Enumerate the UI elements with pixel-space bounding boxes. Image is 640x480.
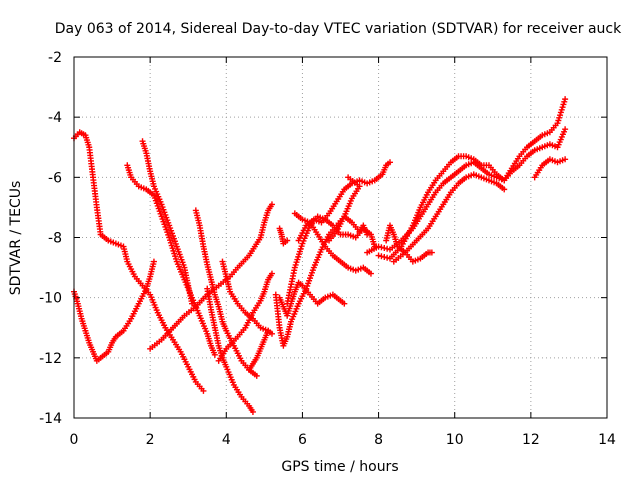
series-pass-17: [326, 174, 363, 244]
chart-title: Day 063 of 2014, Sidereal Day-to-day VTE…: [55, 21, 622, 37]
data-point: [562, 156, 569, 163]
data-point: [562, 96, 569, 103]
data-point: [249, 408, 256, 415]
data-point: [384, 245, 391, 252]
y-tick-label: -8: [48, 231, 62, 247]
series-pass-18: [383, 222, 435, 265]
series-pass-13: [272, 213, 371, 349]
data-point: [375, 252, 382, 259]
series-pass-08: [215, 270, 275, 364]
series-pass-15: [291, 210, 374, 277]
data-point: [200, 387, 207, 394]
plot-frame: [73, 56, 608, 419]
data-point: [367, 270, 374, 277]
data-point: [381, 254, 388, 261]
x-tick-label: 2: [146, 432, 155, 448]
data-point: [268, 330, 275, 337]
grid-lines: [74, 57, 607, 418]
y-tick-labels: -14 -12 -10 -8 -6 -4 -2: [39, 50, 62, 427]
series-pass-21: [390, 171, 508, 265]
y-axis-label: SDTVAR / TECUs: [8, 181, 24, 296]
series-pass-07: [204, 285, 256, 415]
data-point: [386, 159, 393, 166]
y-tick-label: -14: [39, 411, 62, 427]
series-pass-19: [364, 96, 569, 256]
data-point: [345, 174, 352, 181]
data-point: [501, 186, 508, 193]
data-markers: [71, 96, 569, 415]
series-pass-03: [139, 138, 196, 307]
data-point: [284, 237, 291, 244]
series-pass-10: [246, 327, 272, 373]
x-tick-label: 14: [598, 432, 616, 448]
data-point: [562, 126, 569, 133]
data-point: [378, 244, 385, 251]
series-pass-22: [531, 156, 569, 181]
data-point: [211, 351, 218, 358]
data-point: [268, 201, 275, 208]
data-point: [428, 249, 435, 256]
axis-ticks: [73, 56, 608, 419]
data-point: [341, 300, 348, 307]
data-point: [381, 245, 388, 252]
data-point: [150, 258, 157, 265]
x-tick-label: 6: [298, 432, 307, 448]
series-pass-01: [71, 129, 207, 394]
series-pass-20: [375, 126, 569, 262]
x-tick-label: 12: [522, 432, 540, 448]
series-pass-02: [71, 258, 157, 364]
y-tick-label: -10: [39, 291, 62, 307]
x-tick-label: 10: [446, 432, 464, 448]
x-tick-label: 4: [222, 432, 231, 448]
data-point: [378, 253, 385, 260]
y-tick-label: -12: [39, 351, 62, 367]
series-pass-11: [276, 225, 291, 247]
data-point: [253, 372, 260, 379]
data-point: [265, 327, 272, 334]
series-pass-09: [219, 258, 275, 337]
x-tick-label: 0: [70, 432, 79, 448]
y-tick-label: -4: [48, 110, 62, 126]
x-axis-label: GPS time / hours: [281, 459, 398, 475]
y-tick-label: -6: [48, 170, 62, 186]
data-point: [384, 254, 391, 261]
series-pass-05: [147, 201, 275, 352]
data-point: [375, 243, 382, 250]
data-point: [268, 270, 275, 277]
x-tick-labels: 0 2 4 6 8 10 12 14: [70, 432, 616, 448]
y-tick-label: -2: [48, 50, 62, 66]
x-tick-label: 8: [374, 432, 383, 448]
